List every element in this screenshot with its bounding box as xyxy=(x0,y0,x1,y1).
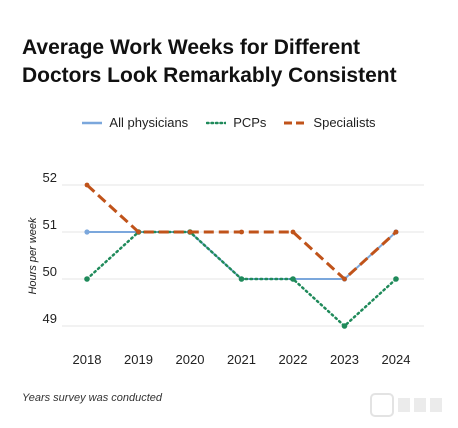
data-point-specialists-2022 xyxy=(290,229,296,235)
data-point-specialists-2024 xyxy=(393,229,399,235)
data-point-pcps-2022 xyxy=(290,276,296,282)
data-point-pcps-2024 xyxy=(393,276,399,282)
chart-caption: Years survey was conducted xyxy=(22,392,163,404)
legend-item-specialists: Specialists xyxy=(284,115,376,130)
x-tick-label-2021: 2021 xyxy=(227,352,256,367)
data-point-specialists-2018 xyxy=(84,182,90,188)
chart-title: Average Work Weeks for Different Doctors… xyxy=(22,34,442,90)
data-point-specialists-2019 xyxy=(136,229,141,235)
y-axis-label: Hours per week xyxy=(27,217,39,295)
watermark-logo xyxy=(370,393,442,417)
data-point-all-physicians-2018 xyxy=(84,229,90,235)
data-point-specialists-2023 xyxy=(342,276,347,282)
y-tick-label-51: 51 xyxy=(43,217,57,232)
chart-legend: All physicians PCPs Specialists xyxy=(0,115,458,130)
legend-label-all-physicians: All physicians xyxy=(109,115,189,130)
x-tick-label-2018: 2018 xyxy=(73,352,102,367)
y-tick-label-50: 50 xyxy=(43,264,57,279)
series-line-all-physicians xyxy=(87,231,397,280)
data-point-specialists-2021 xyxy=(239,229,244,235)
legend-item-all-physicians: All physicians xyxy=(82,115,188,130)
x-tick-label-2023: 2023 xyxy=(330,352,359,367)
legend-swatch-pcps xyxy=(206,121,227,124)
x-tick-label-2022: 2022 xyxy=(279,352,308,367)
data-point-pcps-2023 xyxy=(341,323,348,329)
x-tick-label-2020: 2020 xyxy=(176,352,205,367)
y-tick-label-52: 52 xyxy=(43,170,57,185)
legend-label-pcps: PCPs xyxy=(233,115,267,130)
data-point-pcps-2018 xyxy=(84,276,90,282)
chart-title-line-1: Average Work Weeks for Different xyxy=(22,36,361,59)
legend-swatch-all-physicians xyxy=(82,121,103,124)
x-tick-label-2019: 2019 xyxy=(124,352,153,367)
legend-label-specialists: Specialists xyxy=(313,115,376,130)
chart-title-line-2: Doctors Look Remarkably Consistent xyxy=(22,64,397,87)
y-tick-label-49: 49 xyxy=(43,311,57,326)
data-point-pcps-2021 xyxy=(238,276,245,282)
data-point-specialists-2020 xyxy=(187,229,193,235)
x-tick-label-2024: 2024 xyxy=(382,352,411,367)
legend-item-pcps: PCPs xyxy=(206,115,266,130)
legend-swatch-specialists xyxy=(284,121,307,124)
